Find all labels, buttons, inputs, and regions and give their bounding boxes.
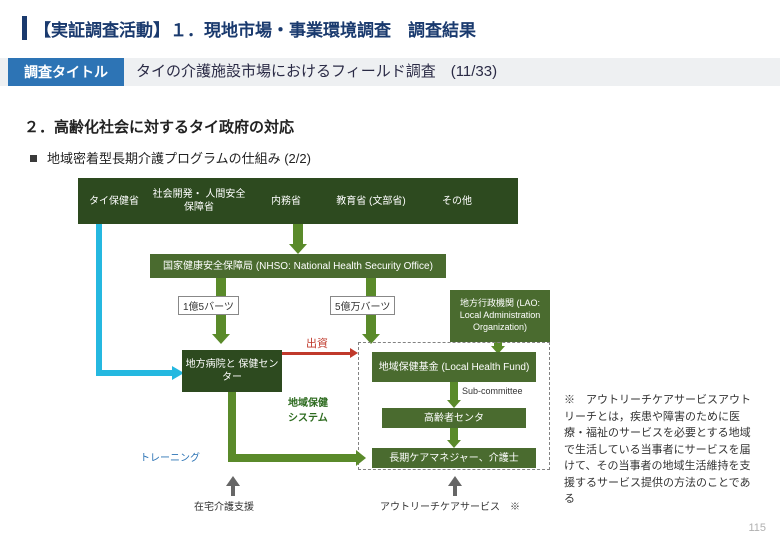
cyan-arrow-h	[96, 370, 172, 376]
top-ministries-bar: タイ保健省 社会開発・ 人間安全保障省 内務省 教育省 (文部省) その他	[78, 178, 518, 224]
arrow-hosp-caremgr	[280, 454, 358, 462]
arrow-outreach-up-icon	[448, 476, 462, 486]
ministry-education: 教育省 (文部省)	[324, 178, 418, 224]
ministry-other: その他	[418, 178, 496, 224]
ministry-social: 社会開発・ 人間安全保障省	[150, 178, 248, 224]
label-outreach: アウトリーチケアサービス ※	[380, 498, 520, 513]
arrow-zaitaku-stem	[231, 486, 235, 496]
fund-box: 地域保健基金 (Local Health Fund)	[372, 352, 536, 382]
arrow-fund-elderly	[450, 382, 458, 402]
arrow-zaitaku-up-icon	[226, 476, 240, 486]
label-chiiki: 地域保健 システム	[288, 394, 328, 424]
caremgr-box: 長期ケアマネジャー、介護士	[372, 448, 536, 468]
arrow-elderly-caremgr-head-icon	[447, 440, 461, 448]
cyan-arrow-v	[96, 224, 102, 376]
label-zaitaku: 在宅介護支援	[194, 498, 254, 513]
label-training: トレーニング	[140, 449, 200, 464]
arrow-top-nhso	[293, 224, 303, 246]
elderly-box: 高齢者センタ	[382, 408, 526, 428]
arrow-shusshi-line	[280, 352, 352, 355]
arrow-outreach-stem	[453, 486, 457, 496]
bullet-square-icon	[30, 155, 37, 162]
page-title: 【実証調査活動】１．現地市場・事業環境調査 調査結果	[34, 16, 476, 41]
hospital-box: 地方病院と 保健センター	[182, 350, 282, 392]
flow-diagram: タイ保健省 社会開発・ 人間安全保障省 内務省 教育省 (文部省) その他 国家…	[78, 178, 558, 508]
bullet-text: 地域密着型長期介護プログラムの仕組み (2/2)	[47, 151, 311, 166]
arrow-hosp-down	[228, 392, 236, 462]
ministry-interior: 内務省	[248, 178, 324, 224]
arrow-fund-elderly-head-icon	[447, 400, 461, 408]
label-subcommittee: Sub-committee	[462, 386, 523, 396]
arrow-top-nhso-head-icon	[289, 244, 307, 254]
ministry-health: タイ保健省	[78, 178, 150, 224]
arrow-nhso-hosp-head-icon	[212, 334, 230, 344]
subtitle-label: 調査タイトル	[8, 58, 124, 86]
arrow-shusshi-head-icon	[350, 348, 358, 358]
lao-box: 地方行政機関 (LAO: Local Administration Organi…	[450, 290, 550, 342]
arrow-hosp-right	[228, 454, 284, 462]
page-number: 115	[748, 522, 766, 534]
footnote: ※ アウトリーチケアサービスアウトリーチとは，疾患や障害のために医療・福祉のサー…	[564, 392, 756, 508]
label-left-baht: 1億5バーツ	[178, 296, 239, 315]
subtitle-text: タイの介護施設市場におけるフィールド調査 (11/33)	[136, 58, 497, 86]
label-shusshi: 出資	[306, 335, 328, 351]
section-bullet: 地域密着型長期介護プログラムの仕組み (2/2)	[30, 148, 311, 167]
header-accent-bar	[22, 16, 27, 40]
section-heading: ２．高齢化社会に対するタイ政府の対応	[24, 116, 294, 137]
label-right-baht: 5億万バーツ	[330, 296, 395, 315]
arrow-hosp-caremgr-head-icon	[356, 450, 366, 466]
nhso-box: 国家健康安全保障局 (NHSO: National Health Securit…	[150, 254, 446, 278]
